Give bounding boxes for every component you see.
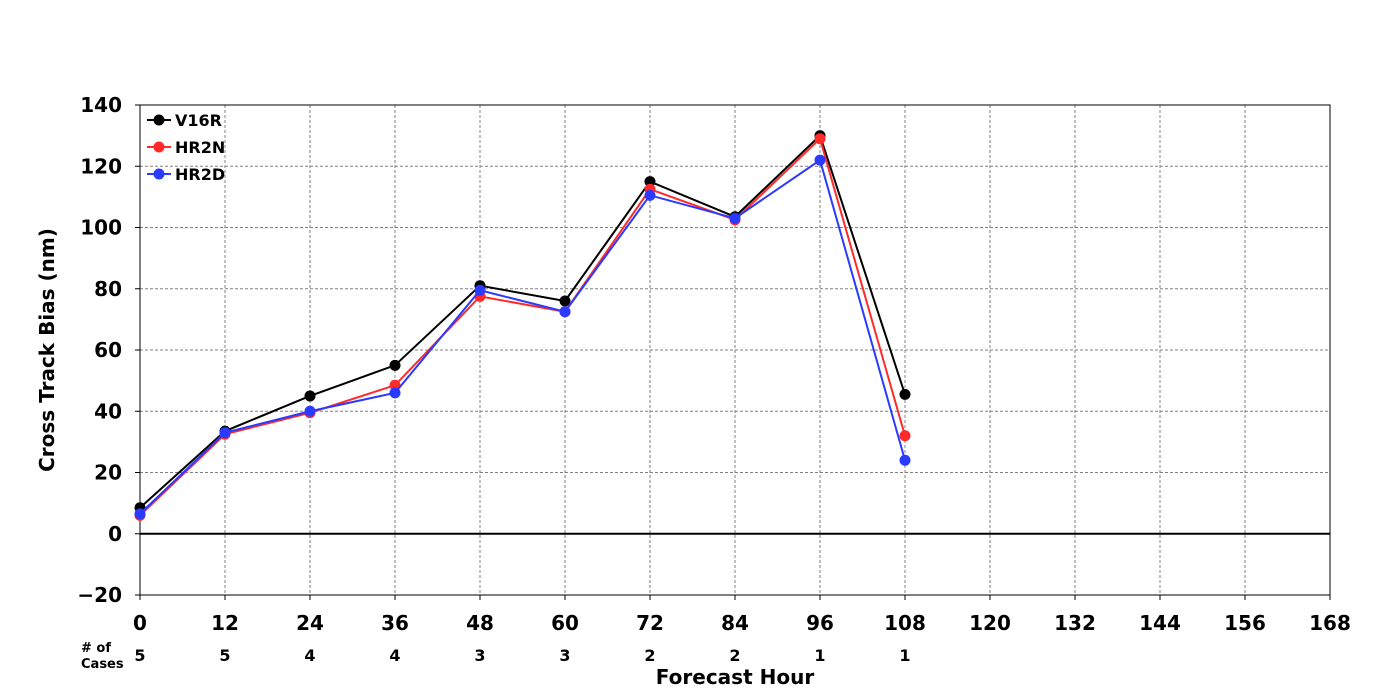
x-axis-ticks: 0 12 24 36 48 60 72 84 96 108 120 132 144 156 168 (133, 595, 1351, 635)
data-point-v16r (559, 295, 571, 307)
x-tick-label: 132 (1054, 611, 1096, 635)
x-tick-label: 36 (381, 611, 409, 635)
data-point-v16r (389, 359, 401, 371)
data-point-hr2n (814, 133, 826, 145)
data-point-hr2d (559, 306, 571, 318)
data-point-hr2d (729, 212, 741, 224)
series-line-hr2d (139, 158, 906, 515)
y-axis-ticks: −20 0 20 40 60 80 100 120 140 (77, 93, 140, 607)
case-count: 4 (304, 646, 315, 665)
legend-marker-v16r (153, 114, 165, 126)
y-tick-label: 120 (80, 154, 122, 178)
legend-label-v16r: V16R (175, 111, 222, 130)
y-tick-label: 140 (80, 93, 122, 117)
legend: V16R HR2N HR2D (147, 111, 225, 184)
data-point-hr2d (899, 454, 911, 466)
data-point-v16r (304, 390, 316, 402)
case-count: 3 (559, 646, 570, 665)
legend-label-hr2d: HR2D (175, 165, 225, 184)
data-point-hr2d (644, 189, 656, 201)
x-tick-label: 60 (551, 611, 579, 635)
case-count: 4 (389, 646, 400, 665)
data-point-hr2d (304, 405, 316, 417)
data-point-hr2d (474, 284, 486, 296)
x-tick-label: 108 (884, 611, 926, 635)
x-tick-label: 12 (211, 611, 239, 635)
data-point-v16r (644, 176, 656, 188)
x-tick-label: 156 (1224, 611, 1266, 635)
legend-label-hr2n: HR2N (175, 138, 225, 157)
case-count: 1 (899, 646, 910, 665)
x-tick-label: 144 (1139, 611, 1181, 635)
x-tick-label: 84 (721, 611, 749, 635)
data-point-hr2d (814, 154, 826, 166)
legend-marker-hr2n (153, 141, 165, 153)
data-point-hr2n (389, 379, 401, 391)
case-count: 5 (219, 646, 230, 665)
cases-label-line1: # of (81, 641, 111, 656)
series-line-hr2n (139, 136, 906, 517)
case-count: 3 (474, 646, 485, 665)
data-point-hr2d (389, 387, 401, 399)
x-tick-label: 24 (296, 611, 324, 635)
case-count: 2 (729, 646, 740, 665)
data-point-hr2d (134, 508, 146, 520)
data-point-hr2n (899, 430, 911, 442)
series-layer (134, 130, 911, 521)
x-tick-label: 168 (1309, 611, 1351, 635)
y-tick-label: 0 (108, 522, 122, 546)
series-line-v16r (139, 133, 906, 509)
grid-lines (140, 105, 1330, 595)
x-axis-title: Forecast Hour (656, 665, 815, 689)
y-tick-label: 20 (94, 461, 122, 485)
y-axis-title: Cross Track Bias (nm) (35, 228, 59, 472)
x-tick-label: 72 (636, 611, 664, 635)
case-count: 1 (814, 646, 825, 665)
legend-marker-hr2d (153, 168, 165, 180)
x-tick-label: 120 (969, 611, 1011, 635)
x-tick-label: 96 (806, 611, 834, 635)
y-tick-label: 60 (94, 338, 122, 362)
data-point-v16r (899, 388, 911, 400)
case-count: 5 (134, 646, 145, 665)
y-tick-label: −20 (77, 583, 122, 607)
x-tick-label: 48 (466, 611, 494, 635)
y-tick-label: 80 (94, 277, 122, 301)
case-counts: # of Cases 5 5 4 4 3 3 2 2 1 1 (81, 641, 911, 672)
y-tick-label: 100 (80, 216, 122, 240)
cases-label-line2: Cases (81, 657, 124, 672)
case-count: 2 (644, 646, 655, 665)
data-point-hr2d (219, 427, 231, 439)
y-tick-label: 40 (94, 399, 122, 423)
x-tick-label: 0 (133, 611, 147, 635)
